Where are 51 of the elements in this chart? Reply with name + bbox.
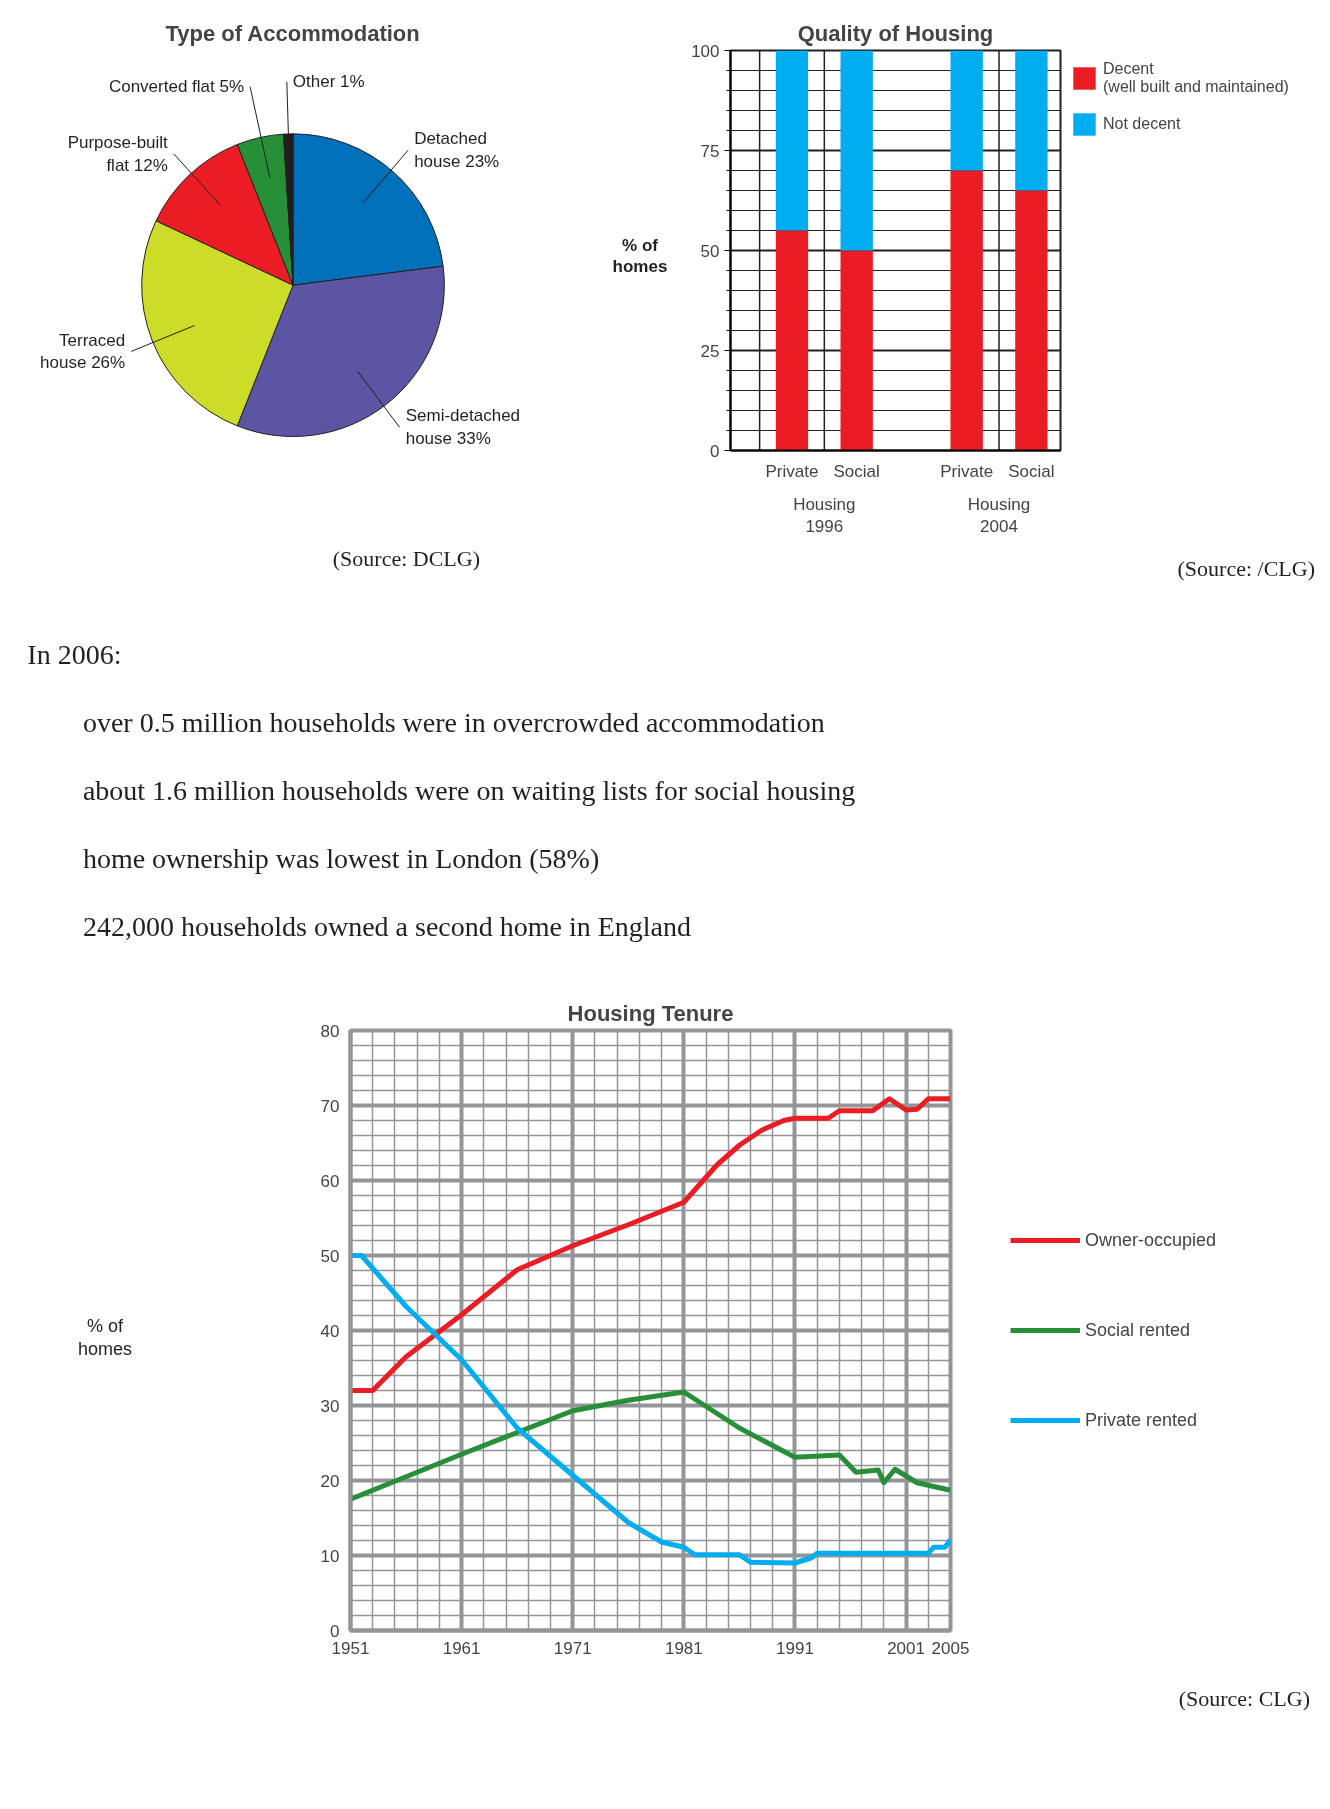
x-tick-label: 2005 [931,1638,970,1658]
y-tick-label: 70 [320,1096,340,1116]
slice-label: Detached house 23% [414,129,500,172]
text: (Source: CLG) [1178,1685,1310,1713]
slice-label: Terraced house 26% [40,330,126,373]
x-tick-label: 1951 [331,1638,370,1658]
slice-label: Other 1% [292,72,365,92]
y-tick-label: 25 [700,341,720,361]
y-tick-label: 0 [710,441,720,461]
x-tick-label: Private [765,461,819,481]
x-tick-label: Private [940,461,994,481]
legend-label: Owner-occupied [1085,1229,1217,1251]
y-tick-label: 40 [320,1321,340,1341]
x-tick-label: 2001 [887,1638,925,1658]
y-tick-label: 10 [320,1546,340,1566]
text: over 0.5 million households were in overcrowded accommodation [82,706,825,738]
y-tick-label: 0 [330,1621,340,1641]
x-tick-label: 1971 [553,1638,592,1658]
y-tick-label: 30 [320,1396,340,1416]
y-tick-label: 20 [320,1471,340,1491]
chart-title: Quality of Housing [797,20,994,46]
y-tick-label: 100 [691,41,720,61]
text: about 1.6 million households were on waiting lists for social housing [82,775,856,806]
y-tick-label: 80 [320,1021,340,1041]
x-tick-label: Social [833,461,880,481]
legend-label: Not decent [1103,115,1181,133]
x-tick-label: 1981 [664,1638,703,1658]
text: Housing 1996 [793,494,856,537]
y-tick-label: 50 [320,1246,340,1266]
y-axis-title: % of homes [77,1315,133,1360]
text: (Source: /CLG) [1177,555,1315,583]
y-tick-label: 60 [320,1171,340,1191]
text: 242,000 households owned a second home in England [82,911,692,943]
y-tick-label: 75 [700,141,720,161]
legend-label: Social rented [1085,1319,1191,1341]
slice-label: Converted flat 5% [108,77,245,97]
legend-label: Private rented [1085,1409,1198,1431]
x-tick-label: Social [1008,461,1055,481]
text: home ownership was lowest in London (58%) [82,843,600,875]
y-tick-label: 50 [700,241,720,261]
chart-title: Type of Accommodation [165,20,420,46]
slice-label: Purpose-built flat 12% [67,133,169,175]
text: Housing 2004 [967,494,1031,537]
slice-label: Semi-detached house 33% [405,406,521,449]
x-tick-label: 1961 [442,1638,481,1658]
chart-title: Housing Tenure [567,1000,734,1026]
text: (Source: DCLG) [332,545,480,573]
legend-label: Decent (well built and maintained) [1103,60,1289,96]
y-axis-title: % of homes [612,235,668,278]
text: In 2006: [27,638,122,670]
x-tick-label: 1991 [776,1638,814,1658]
